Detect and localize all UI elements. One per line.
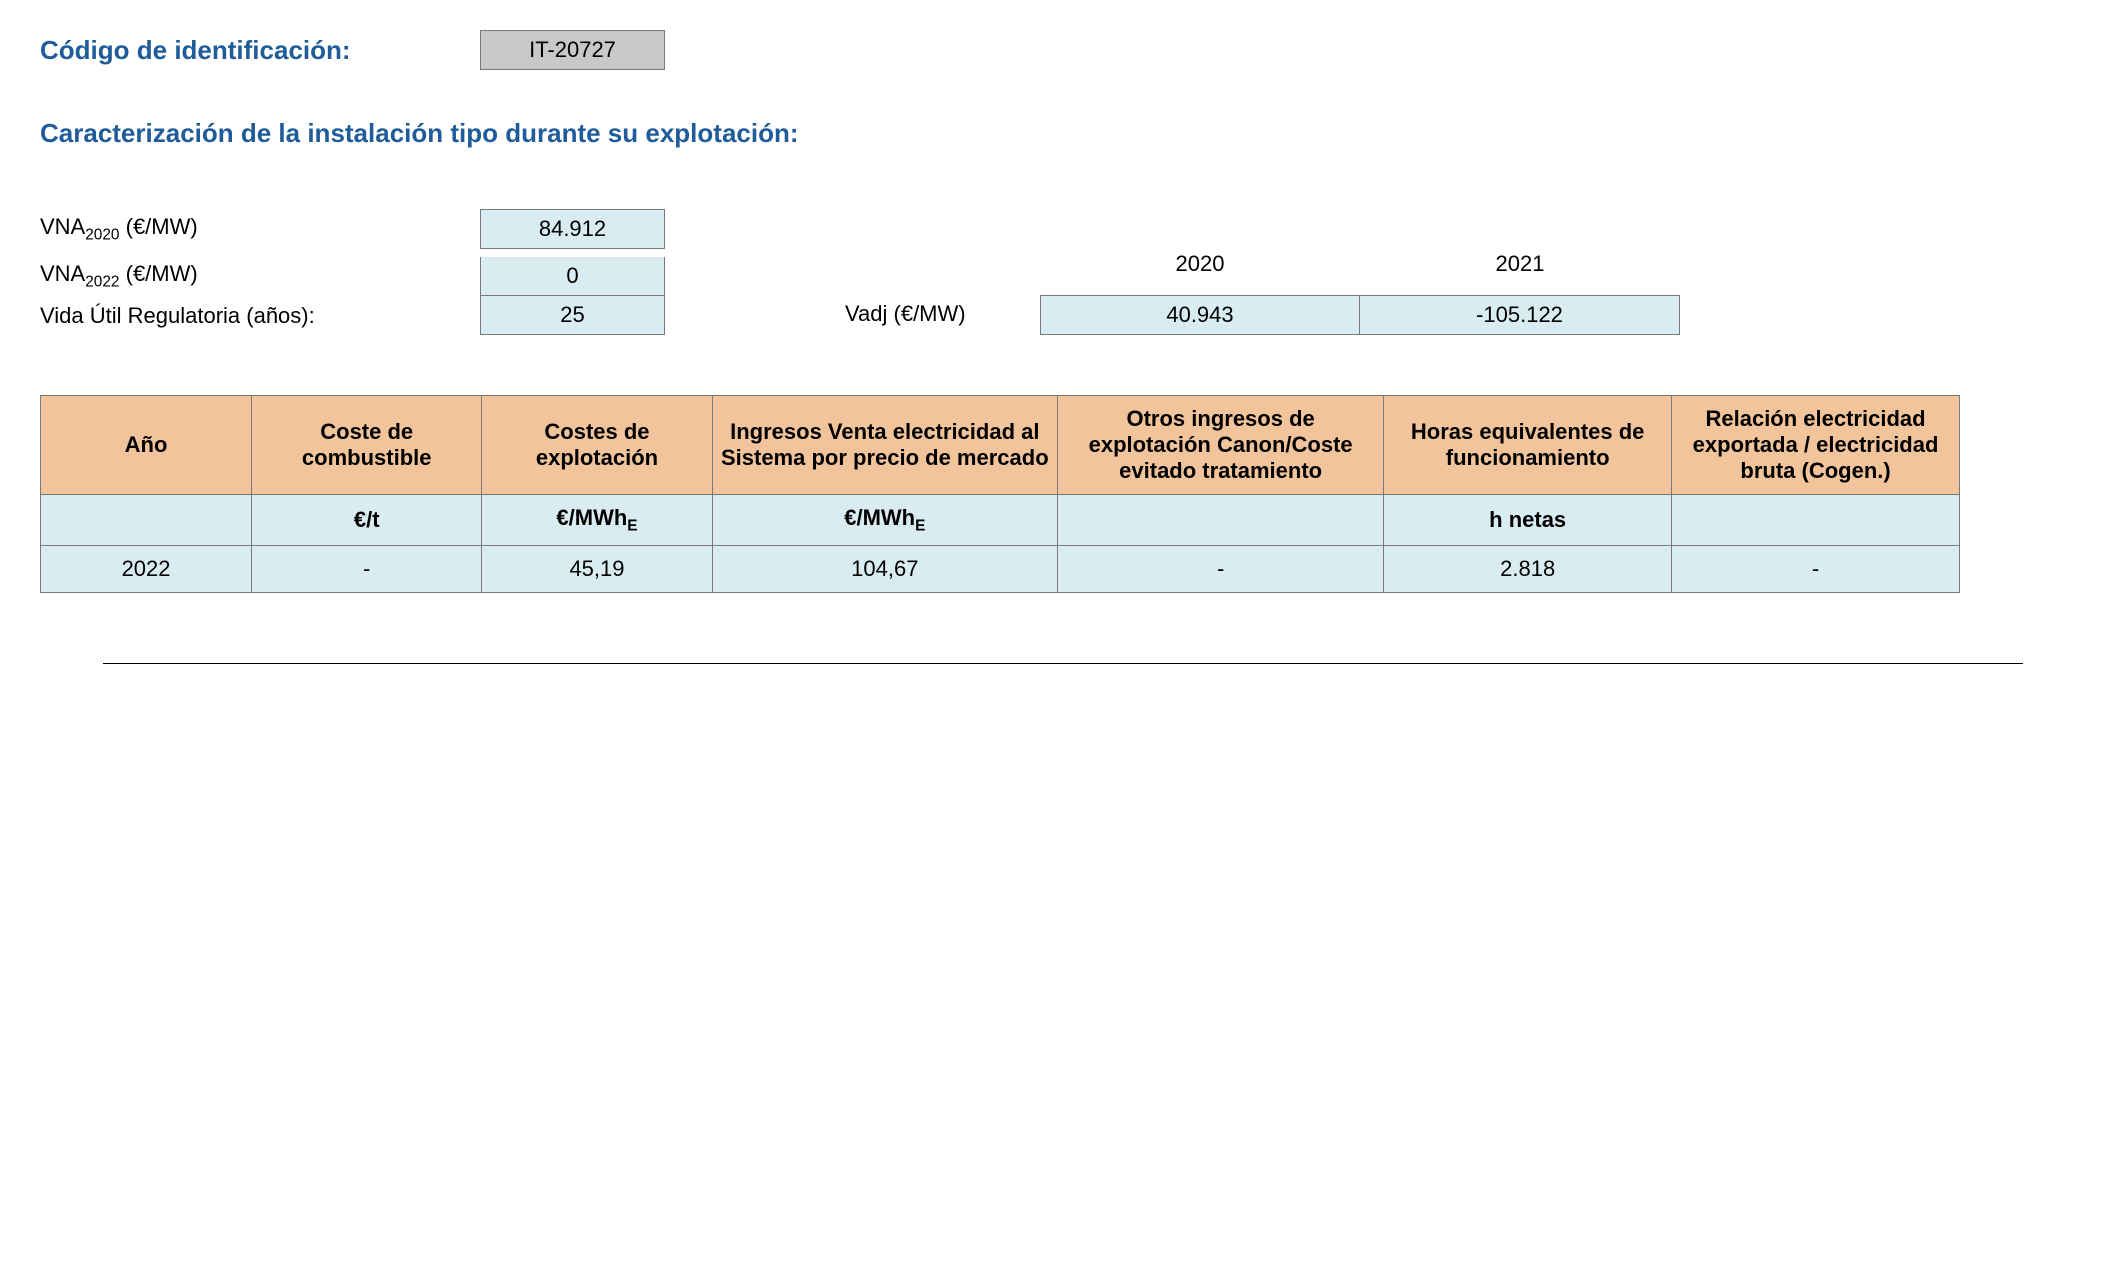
- unit-costes-expl: €/MWhE: [482, 495, 712, 546]
- table-units-row: €/t €/MWhE €/MWhE h netas: [41, 495, 1960, 546]
- cell-ano: 2022: [41, 546, 252, 593]
- col-costes-expl: Costes de explotación: [482, 396, 712, 495]
- col-relacion: Relación electricidad exportada / electr…: [1672, 396, 1960, 495]
- vna2020-label: VNA2020 (€/MW): [40, 214, 480, 244]
- vadj-value-0: 40.943: [1040, 295, 1360, 335]
- vna2022-value: 0: [480, 257, 665, 296]
- table-row: 2022 - 45,19 104,67 - 2.818 -: [41, 546, 1960, 593]
- unit-ingresos: €/MWhE: [712, 495, 1057, 546]
- unit-relacion: [1672, 495, 1960, 546]
- col-coste-comb: Coste de combustible: [252, 396, 482, 495]
- unit-horas: h netas: [1384, 495, 1672, 546]
- unit-ano: [41, 495, 252, 546]
- separator: [103, 663, 2023, 664]
- vadj-label: Vadj (€/MW): [845, 295, 1040, 335]
- vadj-block: 2020 2021 Vadj (€/MW) 40.943 -105.122: [845, 245, 1680, 335]
- main-table: Año Coste de combustible Costes de explo…: [40, 395, 1960, 593]
- vna2022-label: VNA2022 (€/MW): [40, 261, 480, 291]
- codigo-label: Código de identificación:: [40, 35, 480, 66]
- cell-horas: 2.818: [1384, 546, 1672, 593]
- cell-costes-expl: 45,19: [482, 546, 712, 593]
- cell-relacion: -: [1672, 546, 1960, 593]
- table-header-row: Año Coste de combustible Costes de explo…: [41, 396, 1960, 495]
- col-ano: Año: [41, 396, 252, 495]
- vadj-value-1: -105.122: [1360, 295, 1680, 335]
- col-horas: Horas equivalentes de funcionamiento: [1384, 396, 1672, 495]
- cell-ingresos: 104,67: [712, 546, 1057, 593]
- codigo-value: IT-20727: [480, 30, 665, 70]
- vida-label: Vida Útil Regulatoria (años):: [40, 303, 480, 329]
- vadj-year-0: 2020: [1040, 245, 1360, 283]
- caracterizacion-title: Caracterización de la instalación tipo d…: [40, 118, 2086, 149]
- cell-coste: -: [252, 546, 482, 593]
- vida-value: 25: [480, 296, 665, 335]
- col-ingresos: Ingresos Venta electricidad al Sistema p…: [712, 396, 1057, 495]
- vadj-year-1: 2021: [1360, 245, 1680, 283]
- cell-otros: -: [1058, 546, 1384, 593]
- unit-otros: [1058, 495, 1384, 546]
- col-otros: Otros ingresos de explotación Canon/Cost…: [1058, 396, 1384, 495]
- unit-coste: €/t: [252, 495, 482, 546]
- vna2020-value: 84.912: [480, 209, 665, 249]
